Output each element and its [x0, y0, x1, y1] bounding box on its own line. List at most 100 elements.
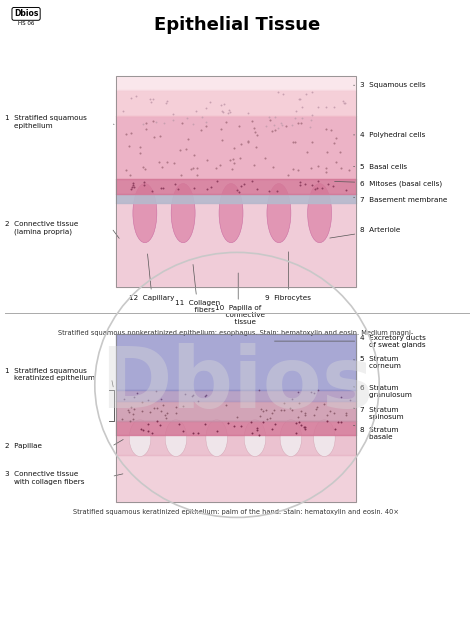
Point [301, 408, 309, 418]
Point [138, 398, 146, 408]
Text: 9  Fibrocytes: 9 Fibrocytes [265, 252, 311, 301]
Point [197, 125, 204, 135]
Point [153, 117, 160, 127]
Point [272, 125, 279, 135]
Point [144, 426, 152, 436]
Point [159, 183, 166, 193]
Point [139, 162, 146, 172]
Point [328, 126, 335, 136]
Point [222, 117, 229, 127]
Point [280, 405, 288, 415]
Text: 11  Collagen
      fibers: 11 Collagen fibers [175, 264, 220, 313]
Point [341, 98, 349, 108]
Point [202, 121, 210, 131]
Point [253, 184, 261, 194]
Point [342, 410, 350, 420]
Point [164, 157, 171, 167]
Point [307, 163, 315, 173]
Point [274, 86, 282, 97]
Point [323, 147, 331, 157]
Point [172, 408, 180, 418]
Text: Dbios: Dbios [14, 9, 38, 18]
Point [245, 108, 252, 118]
Point [306, 122, 314, 133]
Point [301, 424, 309, 434]
Point [235, 187, 243, 197]
Point [309, 180, 316, 190]
Point [313, 183, 320, 193]
Ellipse shape [314, 420, 335, 456]
Point [261, 153, 269, 163]
Point [177, 170, 185, 180]
Point [173, 403, 180, 413]
Point [122, 129, 130, 139]
Point [337, 163, 345, 174]
Point [286, 403, 293, 413]
Point [283, 121, 290, 131]
Point [126, 407, 133, 417]
Point [337, 392, 345, 402]
Point [169, 109, 177, 119]
Point [314, 176, 322, 186]
Point [217, 124, 225, 134]
Point [162, 410, 169, 420]
Point [330, 138, 337, 148]
Point [169, 115, 177, 126]
Point [264, 414, 271, 424]
Point [278, 120, 286, 130]
Point [138, 406, 146, 416]
Point [226, 155, 234, 165]
Point [127, 184, 135, 194]
Point [279, 89, 287, 99]
Point [170, 158, 178, 168]
Point [309, 87, 316, 97]
Point [176, 145, 183, 155]
Point [268, 424, 276, 434]
Point [146, 95, 154, 105]
Point [179, 426, 187, 436]
Ellipse shape [244, 420, 266, 456]
Point [147, 97, 155, 107]
Point [294, 165, 301, 175]
Point [193, 163, 201, 174]
Point [199, 112, 206, 122]
Point [141, 164, 148, 174]
Ellipse shape [280, 420, 301, 456]
Point [130, 404, 138, 414]
Point [149, 428, 156, 438]
Point [297, 420, 305, 430]
Point [118, 414, 126, 424]
Point [157, 394, 164, 404]
Point [284, 170, 292, 180]
Point [132, 91, 139, 101]
Point [213, 163, 220, 173]
Point [140, 180, 147, 190]
Point [262, 121, 270, 131]
Point [164, 408, 171, 418]
Text: 4  Excretory ducts
    of sweat glands: 4 Excretory ducts of sweat glands [274, 334, 426, 348]
Point [265, 186, 273, 196]
Point [127, 401, 135, 411]
Point [203, 184, 210, 194]
Point [340, 98, 348, 109]
Point [128, 182, 136, 192]
Point [266, 115, 274, 126]
Point [294, 387, 302, 398]
Point [255, 430, 263, 440]
Ellipse shape [308, 184, 331, 243]
Point [203, 390, 210, 400]
Point [120, 394, 128, 404]
Point [130, 182, 137, 192]
Point [301, 179, 309, 189]
Text: Epithelial Tissue: Epithelial Tissue [154, 16, 320, 35]
Point [297, 118, 305, 128]
Point [172, 179, 179, 189]
Point [322, 102, 330, 112]
Point [127, 93, 135, 103]
Point [327, 406, 334, 416]
Point [266, 413, 274, 423]
Ellipse shape [165, 420, 187, 456]
Point [335, 417, 342, 427]
Point [288, 405, 296, 415]
Point [208, 182, 215, 192]
